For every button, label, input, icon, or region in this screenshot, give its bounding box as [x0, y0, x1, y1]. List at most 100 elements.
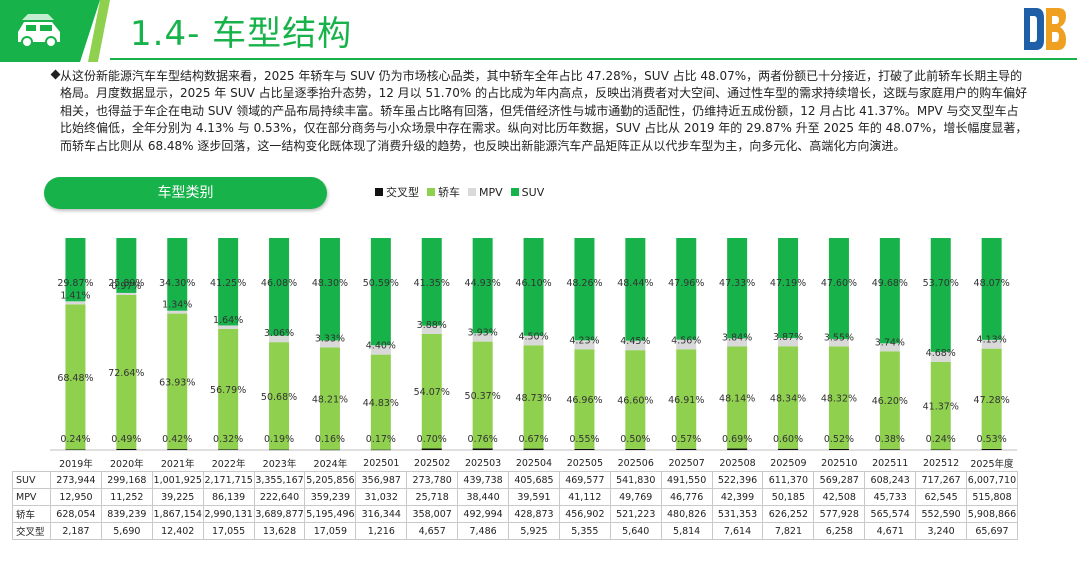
data-label-suv-10: 48.26%: [566, 278, 602, 289]
table-cell: 1,216: [355, 522, 408, 540]
data-label-suv-12: 47.96%: [668, 278, 704, 289]
table-cell: 569,287: [813, 471, 866, 489]
bar-cross-1: [116, 448, 137, 450]
table-cell: 273,780: [406, 471, 459, 489]
bar-suv-14: [778, 238, 799, 339]
table-cell: 5,355: [558, 522, 611, 540]
table-cell: 12,950: [50, 488, 102, 506]
bar-mpv-5: [319, 340, 340, 348]
data-label-suv-14: 47.19%: [770, 278, 806, 289]
legend-label-sedan: 轿车: [438, 186, 460, 199]
data-label-sedan-0: 68.48%: [57, 373, 93, 384]
bar-cross-5: [319, 449, 340, 451]
bar-suv-1: [116, 238, 137, 293]
data-label-cross-10: 0.55%: [569, 434, 599, 445]
table-header-row: 2019年 2020年 2021年 2022年 2023年 2024年 202501 2025…: [12, 455, 1018, 472]
table-cell: 2,187: [50, 522, 102, 540]
bar-cross-14: [778, 448, 799, 450]
table-cell: 456,902: [558, 505, 611, 523]
data-label-sedan-8: 50.37%: [465, 391, 501, 402]
data-label-mpv-17: 4.68%: [926, 348, 956, 359]
table-cell: 1,001,925: [151, 471, 204, 489]
legend-item-sedan: 轿车: [427, 184, 460, 200]
bar-suv-12: [676, 238, 697, 340]
data-label-mpv-12: 4.56%: [671, 335, 701, 346]
table-cell: 439,738: [457, 471, 510, 489]
bar-suv-5: [319, 238, 340, 341]
legend-swatch-suv: [510, 188, 519, 196]
data-label-mpv-11: 4.45%: [620, 336, 650, 347]
category-label-4: 2023年: [254, 455, 305, 472]
bar-suv-16: [879, 238, 900, 344]
category-pill: 车型类别: [44, 177, 327, 209]
bar-suv-4: [269, 237, 290, 336]
table-cell: 7,614: [711, 522, 764, 540]
table-cell: 11,252: [100, 488, 153, 506]
bar-cross-6: [370, 449, 391, 451]
bar-suv-13: [727, 238, 748, 339]
table-cell: 717,267: [915, 471, 968, 489]
bar-mpv-7: [421, 325, 442, 334]
bar-sedan-7: [421, 333, 442, 449]
bar-sedan-0: [65, 304, 86, 450]
legend-item-suv: SUV: [510, 186, 544, 199]
table-cell: 7,486: [457, 522, 510, 540]
bar-mpv-0: [65, 301, 86, 305]
bar-mpv-6: [370, 345, 391, 355]
data-label-mpv-0: 1.41%: [60, 290, 90, 301]
table-cell: 39,591: [508, 488, 560, 506]
category-label-14: 202509: [762, 455, 814, 472]
category-pill-label: 车型类别: [157, 185, 214, 201]
bar-mpv-2: [167, 310, 188, 314]
data-label-mpv-2: 1.34%: [162, 300, 192, 311]
bar-sedan-3: [218, 328, 239, 450]
table-cell: 565,574: [864, 505, 917, 523]
bar-cross-10: [574, 448, 595, 450]
data-label-mpv-3: 1.64%: [213, 315, 243, 326]
bar-mpv-11: [625, 340, 646, 351]
data-label-cross-6: 0.17%: [366, 434, 396, 445]
table-cell: 42,399: [711, 488, 764, 506]
table-cell: 5,690: [100, 522, 153, 540]
table-cell: 86,139: [202, 488, 255, 506]
table-cell: 17,055: [202, 522, 255, 540]
data-label-mpv-18: 4.13%: [977, 335, 1007, 346]
table-cell: 628,054: [50, 505, 102, 523]
bar-mpv-10: [574, 340, 595, 350]
bar-sedan-11: [625, 350, 646, 449]
bar-cross-18: [981, 448, 1002, 450]
table-cell: 552,590: [915, 505, 968, 523]
data-label-mpv-5: 3.33%: [315, 333, 345, 344]
data-label-sedan-6: 44.83%: [363, 398, 399, 409]
table-cell: 492,994: [457, 505, 510, 523]
data-label-suv-3: 41.25%: [210, 278, 246, 289]
bar-sedan-18: [981, 348, 1002, 449]
table-cell: 356,987: [355, 471, 408, 489]
table-corner: [12, 455, 51, 472]
bar-suv-15: [828, 238, 849, 339]
data-label-suv-17: 53.70%: [923, 278, 959, 289]
data-label-cross-3: 0.32%: [213, 434, 243, 445]
data-label-mpv-15: 3.55%: [824, 332, 854, 343]
data-label-suv-16: 49.68%: [872, 278, 908, 289]
bar-sedan-12: [676, 349, 697, 449]
table-cell: 65,697: [966, 522, 1018, 540]
bar-mpv-1: [116, 292, 137, 295]
data-label-mpv-16: 3.74%: [875, 337, 905, 348]
table-row-header: 轿车: [12, 505, 51, 523]
bar-suv-11: [625, 238, 646, 341]
bar-suv-18: [981, 237, 1002, 340]
table-cell: 2,171,715: [202, 471, 255, 489]
table-cell: 515,808: [966, 488, 1018, 506]
header-divider: [110, 58, 1077, 60]
table-cell: 531,353: [711, 505, 764, 523]
table-cell: 358,007: [406, 505, 459, 523]
table-cell: 49,769: [609, 488, 662, 506]
bar-mpv-4: [269, 335, 290, 343]
bar-cross-9: [523, 448, 544, 450]
table-cell: 5,640: [609, 522, 662, 540]
table-cell: 316,344: [355, 505, 408, 523]
table-cell: 222,640: [253, 488, 306, 506]
table-cell: 521,223: [609, 505, 662, 523]
